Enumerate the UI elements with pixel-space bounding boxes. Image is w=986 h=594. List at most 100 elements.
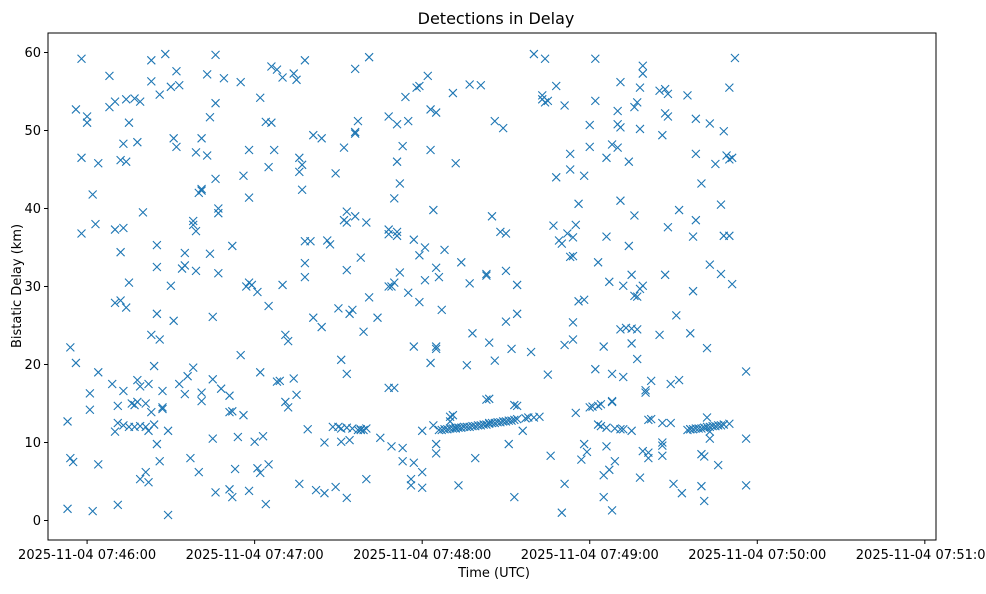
data-point: [82, 112, 92, 121]
data-point: [272, 65, 282, 75]
data-point: [487, 211, 497, 221]
data-point: [93, 459, 103, 469]
data-point: [646, 414, 656, 424]
data-point: [593, 420, 603, 429]
data-point: [702, 413, 712, 422]
data-point: [602, 442, 611, 451]
data-point: [334, 422, 343, 432]
data-point: [275, 376, 285, 386]
data-point: [334, 303, 343, 313]
y-tick-label: 20: [24, 358, 41, 373]
data-point: [331, 169, 341, 178]
data-point: [683, 91, 692, 100]
data-point: [741, 367, 751, 376]
data-point: [716, 420, 726, 430]
data-point: [616, 325, 625, 334]
data-point: [395, 268, 405, 277]
data-point: [105, 71, 114, 81]
data-point: [627, 270, 637, 280]
data-point: [630, 102, 639, 112]
data-point: [342, 265, 352, 275]
data-point: [674, 205, 684, 215]
data-point: [456, 257, 466, 267]
data-point: [490, 116, 500, 126]
data-point: [585, 403, 595, 412]
data-point: [604, 465, 614, 475]
data-point: [300, 258, 310, 268]
data-point: [409, 235, 419, 245]
data-point: [345, 435, 354, 445]
data-point: [697, 481, 706, 491]
data-point: [596, 399, 606, 409]
data-point: [699, 496, 709, 506]
data-point: [255, 93, 265, 103]
data-point: [431, 263, 441, 273]
data-point: [412, 83, 421, 92]
data-point: [149, 361, 159, 371]
data-point: [579, 295, 589, 305]
data-point: [724, 419, 734, 429]
data-point: [158, 404, 167, 414]
data-point: [663, 89, 673, 99]
data-point: [406, 481, 416, 490]
data-point: [638, 281, 648, 291]
data-point: [320, 488, 329, 498]
data-point: [557, 508, 567, 518]
y-tick-label: 30: [24, 280, 41, 295]
data-point: [568, 232, 578, 242]
data-point: [389, 278, 399, 287]
data-point: [77, 229, 86, 238]
data-point: [571, 408, 581, 418]
data-point: [191, 266, 201, 276]
y-axis: 0 10 20 30 40 50 60: [24, 46, 48, 529]
data-point: [593, 401, 603, 411]
data-point: [135, 97, 145, 107]
data-point: [267, 118, 276, 128]
data-point: [724, 83, 734, 92]
data-point: [448, 88, 458, 98]
data-point: [557, 239, 567, 248]
data-point: [241, 282, 251, 291]
plot-area: [63, 49, 751, 520]
data-point: [188, 216, 198, 226]
data-point: [211, 50, 220, 60]
data-point: [660, 270, 670, 280]
data-point: [741, 434, 751, 443]
data-point: [202, 151, 212, 160]
data-point: [602, 153, 611, 163]
data-point: [116, 247, 125, 257]
data-point: [322, 236, 332, 245]
data-point: [230, 464, 240, 474]
data-point: [152, 262, 162, 272]
data-point: [155, 335, 165, 344]
data-point: [576, 455, 586, 465]
data-point: [155, 90, 165, 100]
data-point: [213, 268, 223, 278]
data-point: [280, 397, 290, 407]
data-point: [119, 223, 128, 233]
data-point: [568, 317, 578, 327]
data-point: [146, 330, 156, 340]
data-point: [671, 310, 681, 320]
data-point: [607, 396, 617, 406]
x-axis-label: Time (UTC): [457, 566, 530, 581]
data-point: [219, 73, 229, 83]
data-point: [306, 236, 315, 246]
data-point: [342, 369, 352, 379]
data-point: [727, 279, 737, 289]
data-point: [359, 327, 368, 337]
data-point: [420, 275, 430, 285]
data-point: [107, 379, 117, 389]
data-point: [253, 463, 262, 473]
data-point: [549, 221, 558, 231]
data-point: [498, 123, 508, 133]
data-point: [255, 367, 265, 377]
data-point: [303, 424, 313, 434]
data-point: [434, 272, 444, 282]
data-point: [465, 278, 475, 288]
data-point: [638, 446, 648, 456]
data-point: [216, 384, 226, 394]
data-point: [174, 379, 184, 389]
data-point: [71, 105, 81, 114]
data-point: [468, 328, 477, 338]
